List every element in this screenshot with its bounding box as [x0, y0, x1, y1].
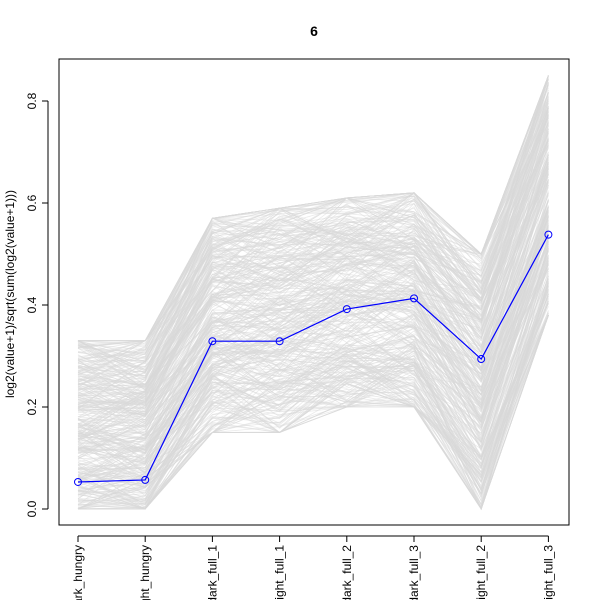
background-lines	[77, 75, 549, 511]
background-line	[77, 201, 549, 464]
x-axis: dark_hungry light_hungry dark_full_1 light_…	[71, 535, 555, 600]
background-line	[77, 298, 549, 483]
background-line	[77, 280, 549, 510]
background-line	[77, 225, 549, 454]
x-tick-label: light_full_2	[474, 545, 488, 600]
background-line	[77, 213, 549, 442]
main-series	[74, 230, 553, 486]
y-tick-label: 0.0	[25, 500, 39, 517]
background-line	[77, 206, 549, 476]
background-line	[77, 137, 549, 397]
background-line	[77, 315, 549, 511]
chart-title: 6	[310, 23, 318, 39]
background-line	[77, 163, 549, 419]
background-line	[77, 122, 549, 390]
background-line	[77, 300, 549, 505]
background-line	[77, 140, 549, 385]
data-point	[141, 475, 150, 484]
background-line	[77, 182, 549, 437]
background-line	[77, 75, 549, 346]
background-line	[77, 143, 549, 391]
background-line	[77, 219, 549, 436]
x-tick-label: light_hungry	[138, 545, 152, 600]
background-line	[77, 75, 549, 354]
background-line	[77, 216, 549, 463]
background-line	[77, 300, 549, 489]
x-tick-label: dark_full_2	[340, 545, 354, 600]
y-tick-label: 0.6	[25, 194, 39, 211]
background-line	[77, 286, 549, 508]
background-line	[77, 164, 549, 418]
y-axis-label: log2(value+1)/sqrt(sum(log2(value+1)))	[3, 190, 17, 398]
background-line	[77, 246, 549, 485]
background-line	[77, 302, 549, 502]
background-line	[77, 225, 549, 440]
background-line	[77, 217, 549, 488]
background-line	[77, 156, 549, 363]
background-line	[77, 120, 549, 421]
background-line	[77, 96, 549, 406]
background-line	[77, 187, 549, 421]
data-point	[342, 305, 351, 314]
background-line	[77, 109, 549, 342]
x-tick-label: light_full_1	[273, 545, 287, 600]
plot-frame	[58, 58, 570, 526]
background-line	[77, 228, 549, 459]
background-line	[77, 215, 549, 442]
background-line	[77, 215, 549, 481]
y-tick-label: 0.8	[25, 92, 39, 109]
background-line	[77, 286, 549, 460]
data-point	[275, 337, 284, 346]
background-line	[77, 206, 549, 404]
background-line	[77, 224, 549, 456]
data-point	[544, 230, 553, 239]
data-point	[74, 477, 82, 486]
x-tick-label: dark_hungry	[71, 545, 85, 600]
background-line	[77, 167, 549, 400]
y-axis: 0.0 0.2 0.4 0.6 0.8	[25, 92, 49, 517]
background-line	[77, 100, 549, 391]
background-line	[77, 181, 549, 433]
background-line	[77, 184, 549, 439]
background-line	[77, 75, 549, 359]
data-point	[208, 337, 217, 346]
background-line	[77, 99, 549, 364]
background-line	[77, 155, 549, 449]
background-line	[77, 75, 549, 372]
series-line	[77, 234, 549, 483]
background-line	[77, 107, 549, 373]
y-tick-label: 0.4	[25, 296, 39, 313]
background-line	[77, 110, 549, 386]
background-line	[77, 75, 549, 392]
x-tick-label: light_full_3	[541, 545, 555, 600]
background-line	[77, 263, 549, 508]
data-point	[477, 355, 486, 364]
x-tick-label: dark_full_3	[407, 545, 421, 600]
background-line	[77, 185, 549, 448]
y-tick-label: 0.2	[25, 398, 39, 415]
data-point	[410, 294, 418, 303]
background-line	[77, 92, 549, 349]
x-tick-label: dark_full_1	[205, 545, 219, 600]
background-line	[77, 274, 549, 510]
background-line	[77, 123, 549, 396]
